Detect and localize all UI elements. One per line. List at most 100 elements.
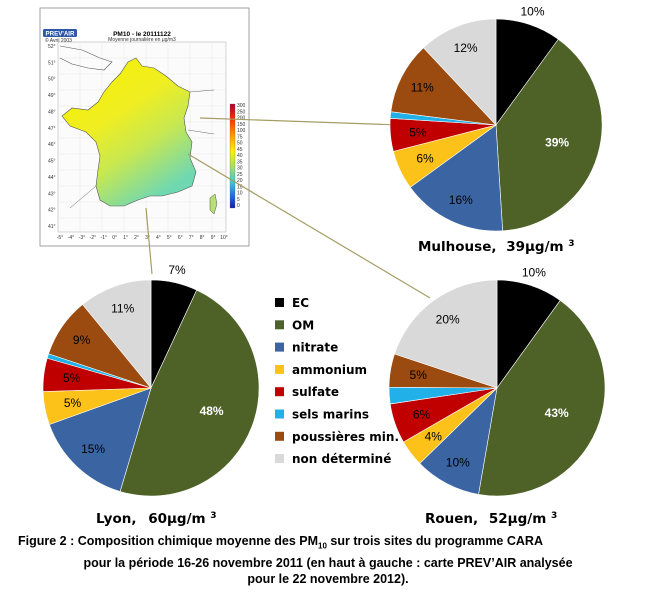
pie-rouen-label-3: 4% [425,429,443,443]
colorbar-tick-2: 200 [237,116,246,122]
pie-mulhouse-slice-non-d-termin- [423,18,497,126]
legend-swatch-5 [275,409,284,419]
pie-mulhouse-label-4: 5% [409,125,427,139]
caption-prefix: Figure 2 : Composition chimique moyenne … [18,534,319,548]
lon-tick-11: 6° [178,235,183,241]
lon-tick-3: -2° [90,235,96,241]
pie-lyon-slice-om [119,289,260,497]
legend-swatch-3 [275,364,284,374]
lon-tick-1: -4° [68,235,74,241]
pie-title-mulhouse-main: Mulhouse, [418,239,497,255]
lon-tick-0: -5° [57,235,63,241]
pie-mulhouse-label-1: 39% [545,136,569,150]
pie-mulhouse: 10% 39% 16% 6% 5% 11% 12% [389,5,603,232]
colorbar [229,103,236,209]
legend: EC OM nitrate ammonium sulfate sels marins pou… [275,296,399,466]
colorbar-tick-8: 40 [237,153,243,159]
lat-tick-10: 42° [48,208,56,214]
lon-tick-13: 8° [200,235,205,241]
legend-label-3: ammonium [292,363,367,377]
pie-lyon-label-6: 9% [73,333,91,347]
colorbar-tick-15: 5 [237,197,240,203]
latitude-ticks: 52° 51° 50° 49° 48° 47° 46° 45° 44° 43° 42° 41° [48,44,56,230]
pie-lyon-label-0: 7% [168,263,186,277]
pie-mulhouse-slice-nitrate [409,124,503,232]
lon-tick-14: 9° [211,235,216,241]
pie-title-mulhouse-value: 39µg/m [506,239,563,255]
figure-caption: Figure 2 : Composition chimique moyenne … [18,533,638,587]
pie-rouen-label-0: 10% [522,266,546,280]
colorbar-tick-6: 50 [237,141,243,147]
legend-label-4: sulfate [292,385,339,399]
lon-tick-12: 7° [189,235,194,241]
lat-tick-1: 51° [48,60,56,66]
lat-tick-8: 44° [48,175,56,181]
pie-lyon-label-2: 15% [81,442,105,456]
lat-tick-0: 52° [48,44,56,50]
colorbar-tick-12: 20 [237,178,243,184]
map-subtitle: Moyenne journalière en µg/m3 [108,37,176,43]
colorbar-tick-9: 35 [237,159,243,165]
corsica-shape [209,193,218,215]
lon-tick-4: -1° [100,235,106,241]
pie-mulhouse-label-3: 6% [416,151,434,165]
pie-mulhouse-slice-poussi-res-min- [390,47,497,126]
lat-tick-11: 41° [48,224,56,230]
uk-coast [59,45,113,71]
legend-label-7: non déterminé [292,452,391,466]
lat-tick-2: 50° [48,77,56,83]
pie-mulhouse-label-0: 10% [520,5,544,19]
lon-tick-9: 4° [156,235,161,241]
legend-swatch-0 [275,298,284,307]
colorbar-tick-13: 15 [237,184,243,190]
colorbar-tick-4: 100 [237,128,246,134]
legend-label-6: poussières min. [292,430,399,444]
pie-lyon-label-7: 11% [111,302,134,316]
legend-label-0: EC [292,296,309,310]
france-shape [61,57,197,207]
pie-rouen-slice-non-d-termin- [394,279,498,389]
map-title: PM10 - le 20111122 [113,31,171,38]
lon-tick-15: 10° [220,235,228,241]
borders [69,89,215,209]
legend-swatch-4 [275,387,284,397]
pie-title-rouen-value: 52µg/m [489,511,546,527]
colorbar-tick-0: 300 [237,103,246,109]
pie-rouen-label-1: 43% [545,406,569,420]
lon-tick-6: 1° [123,235,128,241]
colorbar-tick-11: 25 [237,172,243,178]
lat-tick-5: 47° [48,126,56,132]
colorbar-tick-3: 150 [237,122,246,128]
colorbar-tick-14: 10 [237,191,243,197]
lon-tick-5: 0° [112,235,117,241]
legend-swatch-6 [275,431,284,441]
lon-tick-2: -3° [79,235,85,241]
colorbar-tick-10: 30 [237,166,243,172]
caption-line-2: pour la période 16-26 novembre 2011 (en … [83,555,573,570]
lat-tick-7: 45° [48,159,56,165]
legend-swatch-2 [275,342,284,352]
legend-label-5: sels marins [292,408,369,422]
caption-line1-rest: sur trois sites du programme CARA [326,534,543,548]
pie-lyon-slice-nitrate [48,387,152,492]
caption-line-1: Figure 2 : Composition chimique moyenne … [18,533,638,555]
lat-tick-6: 46° [48,142,56,148]
colorbar-tick-7: 45 [237,147,243,153]
pie-title-rouen-sup: 3 [551,511,557,521]
pie-rouen-label-4: 6% [413,407,431,421]
pie-rouen-label-6: 5% [410,368,428,382]
lat-tick-9: 43° [48,191,56,197]
pie-rouen: 10%43%10%4%6%5%20% [388,266,606,497]
pie-mulhouse-label-7: 12% [454,41,478,55]
connector-lines [145,117,431,299]
colorbar-tick-16: 0 [237,203,240,209]
lat-tick-3: 49° [48,93,56,99]
pie-lyon-label-1: 48% [200,404,224,418]
legend-label-2: nitrate [292,341,338,355]
longitude-ticks: -5° -4° -3° -2° -1° 0° 1° 2° 3° 4° 5° 6° 7° 8° 9° 10° [57,235,228,241]
caption-sub: 10 [318,541,327,551]
pie-mulhouse-label-2: 16% [449,193,473,207]
